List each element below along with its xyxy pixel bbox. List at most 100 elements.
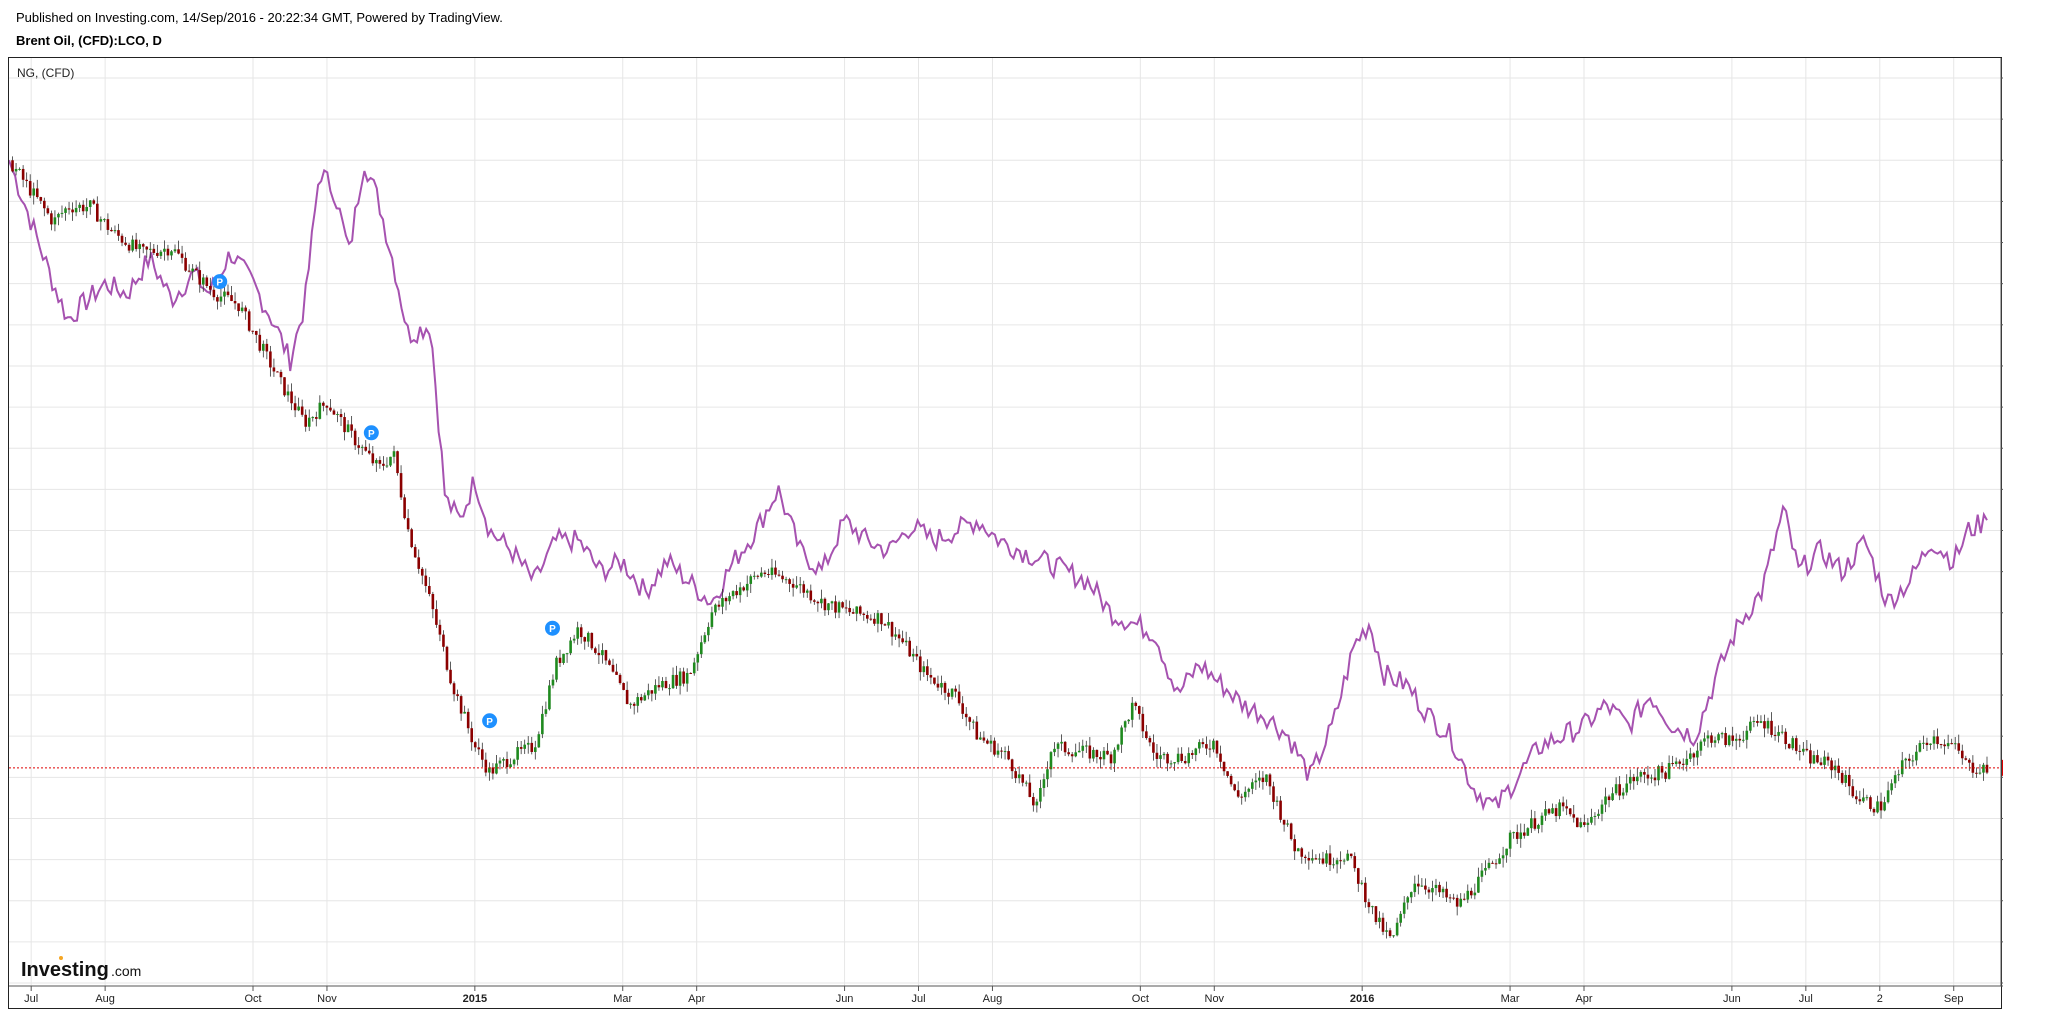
pin-label: P	[549, 624, 556, 635]
candle-body	[1703, 738, 1706, 742]
candle-body	[1215, 740, 1219, 754]
candle-body	[629, 703, 632, 705]
candle-body	[1371, 906, 1374, 908]
candle-body	[279, 371, 283, 378]
candle-body	[1318, 858, 1321, 860]
candle-body	[541, 713, 544, 735]
candle-body	[1607, 796, 1611, 801]
candle-body	[1201, 742, 1205, 745]
candle-body	[530, 742, 534, 752]
candle-body	[1229, 775, 1233, 785]
candle-body	[526, 742, 530, 745]
candle-body	[1568, 808, 1572, 815]
candle-body	[466, 711, 470, 729]
candle-body	[1720, 733, 1724, 735]
candle-body	[452, 683, 456, 695]
candle-body	[350, 424, 353, 431]
x-tick-label: Oct	[244, 993, 261, 1005]
pin-marker[interactable]: P	[482, 713, 498, 729]
x-tick-label: Sep	[1944, 993, 1964, 1005]
candle-body	[1395, 922, 1399, 936]
pin-marker[interactable]: P	[544, 620, 560, 636]
candle-body	[791, 583, 795, 588]
candle-body	[1802, 748, 1805, 752]
candle-body	[572, 638, 576, 641]
candle-body	[378, 460, 382, 464]
candle-body	[1904, 758, 1908, 761]
candle-body	[650, 690, 654, 694]
candle-body	[1950, 743, 1953, 745]
candle-body	[148, 248, 152, 250]
candle-body	[594, 648, 597, 653]
x-tick-label: 2016	[1350, 993, 1374, 1005]
candle-body	[696, 654, 700, 663]
candle-body	[332, 410, 336, 415]
candle-body	[1657, 766, 1660, 781]
candle-body	[1077, 750, 1081, 753]
candle-body	[1166, 753, 1169, 764]
x-tick-label: Jun	[836, 993, 854, 1005]
candle-body	[375, 460, 378, 464]
pin-marker[interactable]: P	[363, 425, 379, 441]
candle-body	[382, 463, 385, 466]
candle-body	[1095, 749, 1099, 758]
candle-body	[99, 219, 103, 222]
candle-body	[134, 239, 138, 250]
candle-body	[1844, 774, 1848, 783]
candle-body	[1558, 802, 1561, 817]
candle-body	[1162, 753, 1166, 756]
chart-title: Brent Oil, (CFD):LCO, D	[16, 33, 162, 48]
candle-body	[343, 417, 346, 433]
candle-body	[131, 239, 134, 251]
pin-label: P	[486, 717, 493, 728]
candle-body	[1664, 772, 1667, 779]
candle-body	[173, 249, 177, 252]
candle-body	[1063, 741, 1067, 753]
candle-body	[714, 604, 717, 613]
candle-body	[1042, 779, 1046, 788]
candle-body	[1855, 796, 1858, 800]
candle-body	[367, 450, 371, 454]
candle-body	[717, 604, 721, 607]
candle-body	[1208, 748, 1212, 750]
candle-body	[1123, 721, 1127, 728]
candle-body	[1526, 828, 1530, 836]
candle-body	[1752, 721, 1756, 723]
candle-body	[1247, 788, 1251, 792]
candle-body	[1862, 797, 1865, 802]
candle-body	[1706, 735, 1710, 739]
candle-body	[445, 646, 449, 670]
candle-body	[1837, 765, 1840, 773]
candle-body	[35, 188, 39, 198]
candle-body	[1512, 832, 1515, 834]
candle-body	[1519, 832, 1523, 839]
candle-body	[1632, 776, 1636, 782]
candle-body	[993, 740, 996, 755]
candle-body	[177, 249, 180, 254]
candle-body	[304, 414, 307, 427]
candle-body	[1498, 858, 1501, 864]
candle-body	[92, 200, 96, 204]
candle-body	[1805, 748, 1809, 751]
candle-body	[1646, 774, 1650, 779]
candle-body	[346, 424, 350, 433]
candle-body	[1671, 763, 1674, 765]
candle-body	[975, 721, 979, 740]
candle-body	[1830, 760, 1833, 771]
candle-body	[1392, 935, 1395, 937]
candle-body	[1968, 759, 1971, 763]
candle-body	[1251, 782, 1254, 789]
price-chart[interactable]: 8.00%4.00%0.00%-4.00%-8.00%-12.00%-16.00…	[9, 58, 2003, 1010]
candle-body	[1399, 913, 1402, 923]
candle-body	[1819, 762, 1823, 765]
candle-body	[1590, 816, 1593, 823]
candle-body	[1975, 772, 1978, 774]
candle-body	[127, 244, 131, 251]
candle-body	[1448, 897, 1452, 899]
pin-circle	[482, 713, 498, 729]
candle-body	[1667, 763, 1671, 779]
chart-frame[interactable]: 8.00%4.00%0.00%-4.00%-8.00%-12.00%-16.00…	[8, 57, 2003, 1010]
candle-body	[1462, 898, 1466, 900]
pin-marker[interactable]: P	[212, 274, 228, 290]
candle-body	[1240, 796, 1244, 798]
